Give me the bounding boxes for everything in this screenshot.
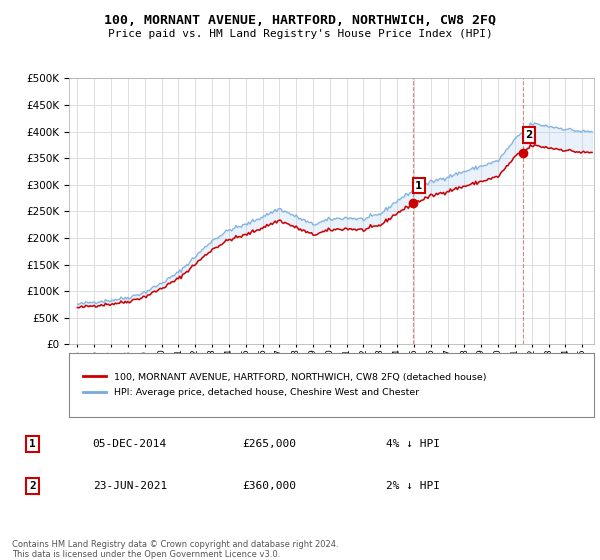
Text: 1: 1: [29, 439, 36, 449]
Text: Price paid vs. HM Land Registry's House Price Index (HPI): Price paid vs. HM Land Registry's House …: [107, 29, 493, 39]
Text: £265,000: £265,000: [242, 439, 296, 449]
Text: Contains HM Land Registry data © Crown copyright and database right 2024.
This d: Contains HM Land Registry data © Crown c…: [12, 540, 338, 559]
Text: 100, MORNANT AVENUE, HARTFORD, NORTHWICH, CW8 2FQ: 100, MORNANT AVENUE, HARTFORD, NORTHWICH…: [104, 14, 496, 27]
Text: 2: 2: [29, 481, 36, 491]
Text: £360,000: £360,000: [242, 481, 296, 491]
Text: 2: 2: [526, 130, 533, 140]
Text: 2% ↓ HPI: 2% ↓ HPI: [386, 481, 440, 491]
Text: 4% ↓ HPI: 4% ↓ HPI: [386, 439, 440, 449]
Text: 23-JUN-2021: 23-JUN-2021: [92, 481, 167, 491]
Text: 05-DEC-2014: 05-DEC-2014: [92, 439, 167, 449]
Legend: 100, MORNANT AVENUE, HARTFORD, NORTHWICH, CW8 2FQ (detached house), HPI: Average: 100, MORNANT AVENUE, HARTFORD, NORTHWICH…: [79, 369, 490, 401]
Text: 1: 1: [415, 180, 422, 190]
